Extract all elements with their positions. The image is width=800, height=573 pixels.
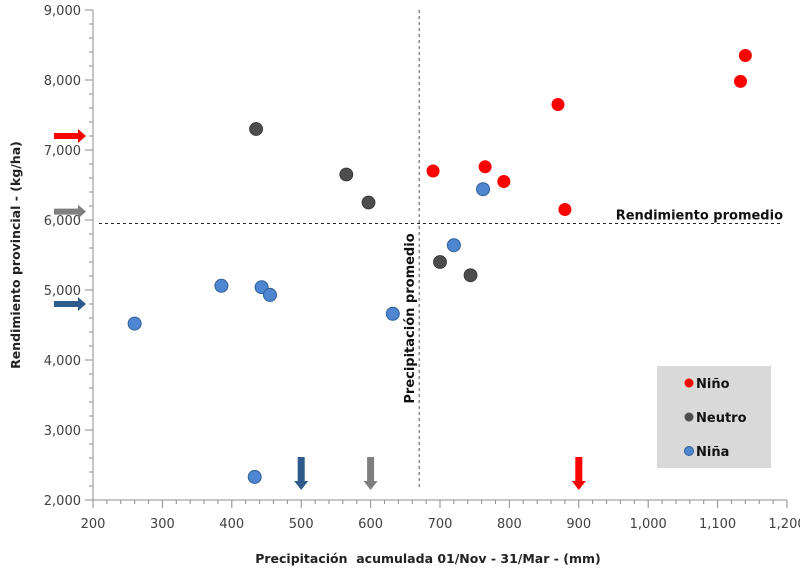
- arrow-x-nina-icon: [294, 457, 309, 490]
- x-tick-label: 500: [289, 517, 314, 532]
- data-point-nina: [214, 278, 229, 293]
- arrow-x-neutro-icon: [363, 457, 378, 490]
- legend: Niño Neutro Niña: [657, 366, 771, 468]
- data-point-nina: [247, 469, 262, 484]
- x-tick-label: 400: [219, 517, 244, 532]
- data-point-neutro: [463, 268, 478, 283]
- data-point-nino: [734, 74, 748, 88]
- legend-marker-neutro: [684, 412, 694, 422]
- data-point-nino: [738, 49, 752, 62]
- arrow-y-nino-icon: [54, 129, 86, 143]
- data-point-nino: [478, 160, 492, 174]
- y-tick-label: 2,000: [44, 494, 81, 509]
- data-point-neutro: [361, 195, 376, 210]
- y-tick-label: 4,000: [44, 354, 81, 369]
- x-tick-label: 1,100: [699, 517, 736, 532]
- y-minor-ticks: [85, 9, 93, 501]
- data-point-nina: [127, 316, 142, 331]
- arrow-x-nino-icon: [571, 457, 586, 490]
- x-tick-labels: 200 300 400 500 600 700 800 900 1,000 1,100 1,200: [81, 517, 800, 532]
- data-point-nino: [558, 203, 572, 216]
- data-point-nina: [385, 306, 400, 321]
- y-axis-title: Rendimiento provincial - (kg/ha): [8, 141, 23, 369]
- data-point-nina: [262, 287, 277, 302]
- reference-lines: Rendimiento promedio Precipitación prome…: [99, 10, 783, 488]
- legend-label-neutro: Neutro: [696, 411, 747, 426]
- y-tick-labels: 2,000 3,000 4,000 5,000 6,000 7,000 8,000 9,000: [44, 4, 81, 509]
- legend-label-nina: Niña: [696, 445, 729, 460]
- axes: 2,000 3,000 4,000 5,000 6,000 7,000 8,000 9,000…: [44, 4, 800, 532]
- data-point-neutro: [249, 122, 263, 136]
- x-tick-label: 1,200: [768, 517, 800, 532]
- data-point-nino: [426, 164, 440, 178]
- arrows: [54, 129, 586, 490]
- legend-marker-nino: [684, 378, 694, 388]
- data-point-nino: [551, 98, 565, 111]
- y-tick-label: 8,000: [44, 74, 81, 89]
- x-tick-label: 900: [566, 517, 591, 532]
- y-tick-label: 9,000: [44, 4, 81, 19]
- data-point-nino: [497, 175, 511, 188]
- legend-marker-nina: [684, 446, 694, 456]
- legend-label-nino: Niño: [696, 377, 730, 392]
- y-tick-label: 3,000: [44, 424, 81, 439]
- data-point-neutro: [433, 255, 447, 269]
- x-tick-label: 800: [497, 517, 522, 532]
- arrow-y-nina-icon: [54, 297, 86, 311]
- data-point-nina: [446, 238, 461, 253]
- y-tick-label: 7,000: [44, 144, 81, 159]
- x-tick-label: 200: [81, 517, 106, 532]
- arrow-y-neutro-icon: [54, 204, 86, 219]
- x-axis-title: Precipitación acumulada 01/Nov - 31/Mar …: [255, 551, 601, 566]
- average-yield-label: Rendimiento promedio: [616, 209, 783, 224]
- x-tick-label: 600: [358, 517, 383, 532]
- x-tick-label: 1,000: [630, 517, 667, 532]
- data-point-nina: [476, 182, 491, 197]
- average-precipitation-label: Precipitación promedio: [403, 233, 418, 403]
- y-tick-label: 5,000: [44, 284, 81, 299]
- legend-box: [657, 366, 771, 468]
- data-point-neutro: [339, 167, 354, 182]
- y-tick-label: 6,000: [44, 214, 81, 229]
- x-tick-label: 700: [428, 517, 453, 532]
- x-tick-label: 300: [150, 517, 175, 532]
- data-points: [127, 49, 752, 484]
- x-minor-ticks: [92, 500, 788, 508]
